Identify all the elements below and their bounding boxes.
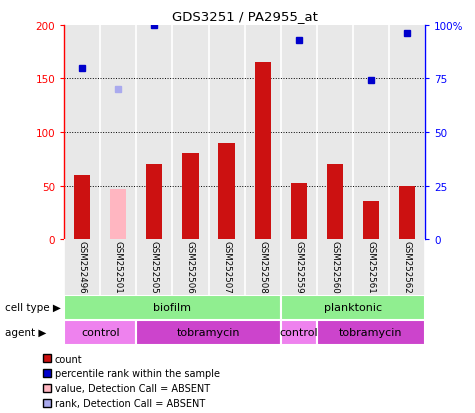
Bar	[255, 63, 271, 240]
Bar	[399, 186, 415, 240]
Text: GSM252508: GSM252508	[258, 241, 267, 293]
Legend: count, percentile rank within the sample, value, Detection Call = ABSENT, rank, : count, percentile rank within the sample…	[43, 354, 219, 408]
Text: GSM252496: GSM252496	[78, 241, 86, 293]
Text: biofilm: biofilm	[153, 303, 191, 313]
Text: agent ▶: agent ▶	[5, 328, 46, 337]
Bar	[74, 176, 90, 240]
Bar	[110, 189, 126, 240]
Bar	[182, 154, 199, 240]
Bar	[281, 295, 425, 320]
Bar	[146, 165, 162, 240]
Text: GSM252507: GSM252507	[222, 241, 231, 293]
Text: control: control	[81, 328, 120, 337]
Text: tobramycin: tobramycin	[339, 328, 403, 337]
Bar	[317, 320, 425, 345]
Text: tobramycin: tobramycin	[177, 328, 240, 337]
Text: GSM252501: GSM252501	[114, 241, 123, 293]
Bar	[64, 295, 281, 320]
Text: GSM252505: GSM252505	[150, 241, 159, 293]
Bar	[291, 184, 307, 240]
Bar	[281, 320, 317, 345]
Text: GSM252559: GSM252559	[294, 241, 303, 293]
Text: cell type ▶: cell type ▶	[5, 303, 61, 313]
Bar	[218, 143, 235, 240]
Text: planktonic: planktonic	[324, 303, 382, 313]
Bar	[64, 320, 136, 345]
Text: control: control	[279, 328, 318, 337]
Title: GDS3251 / PA2955_at: GDS3251 / PA2955_at	[171, 10, 318, 23]
Bar	[136, 320, 281, 345]
Text: GSM252561: GSM252561	[367, 241, 375, 293]
Bar	[327, 165, 343, 240]
Bar	[363, 201, 379, 240]
Text: GSM252506: GSM252506	[186, 241, 195, 293]
Text: GSM252560: GSM252560	[331, 241, 339, 293]
Text: GSM252562: GSM252562	[403, 241, 411, 293]
